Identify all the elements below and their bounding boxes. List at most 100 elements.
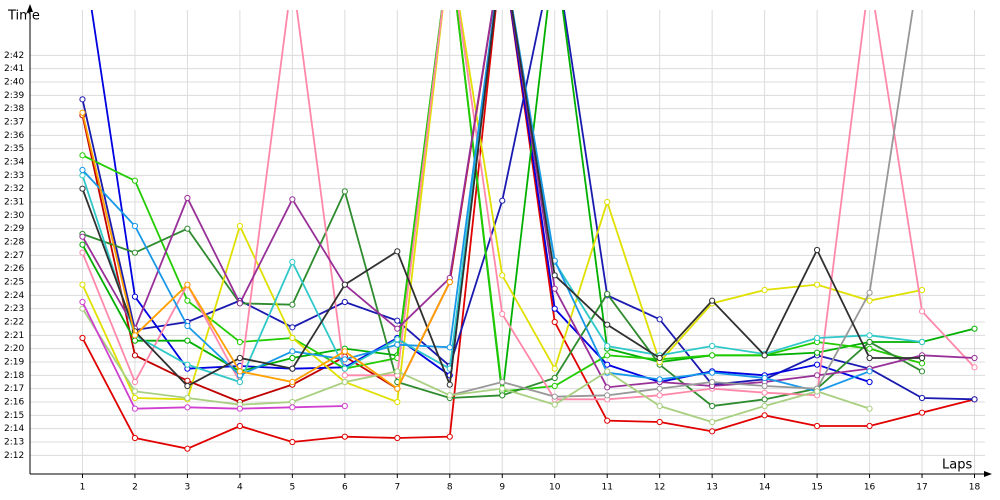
data-point (499, 392, 506, 399)
data-point (236, 422, 243, 430)
data-point (656, 354, 663, 362)
data-point (289, 438, 296, 446)
data-point (184, 394, 191, 402)
data-point (236, 222, 243, 230)
data-point (394, 385, 401, 392)
data-point (866, 405, 873, 412)
data-point (341, 348, 348, 355)
data-point (866, 378, 873, 386)
data-point (551, 365, 558, 372)
data-point (813, 372, 821, 379)
data-point (709, 378, 716, 386)
y-tick-label: 2:37 (4, 118, 24, 128)
y-tick-label: 2:38 (4, 104, 24, 114)
data-point (289, 365, 296, 372)
y-tick-label: 2:42 (4, 51, 24, 61)
x-tick-label: 14 (759, 483, 771, 493)
data-point (551, 393, 558, 400)
y-tick-label: 2:34 (4, 158, 24, 168)
y-tick-label: 2:12 (4, 451, 24, 461)
series-line (449, 10, 914, 398)
series-line (81, 10, 923, 384)
data-point (236, 405, 243, 412)
data-point (289, 301, 296, 308)
data-point (918, 394, 926, 402)
data-point (656, 392, 663, 399)
data-point (551, 374, 558, 382)
x-tick-label: 15 (811, 483, 822, 493)
data-point (184, 322, 191, 330)
y-tick-label: 2:39 (4, 91, 24, 101)
data-point (446, 278, 453, 286)
data-point (866, 422, 873, 430)
data-point (656, 402, 663, 410)
data-point (709, 402, 716, 410)
data-point (236, 378, 243, 386)
data-point (184, 382, 191, 390)
data-point (236, 368, 243, 375)
data-point (866, 368, 873, 375)
data-point (184, 404, 191, 411)
data-point (709, 369, 716, 376)
data-point (604, 368, 611, 375)
data-point (236, 338, 243, 346)
data-point (289, 404, 296, 411)
y-tick-label: 2:15 (4, 411, 24, 421)
data-point (709, 352, 716, 359)
data-point (971, 354, 978, 362)
y-tick-label: 2:13 (4, 438, 24, 448)
data-point (709, 418, 716, 426)
series-line (81, 308, 870, 423)
data-point (394, 434, 401, 442)
y-tick-label: 2:26 (4, 264, 24, 274)
y-tick-label: 2:19 (4, 358, 24, 368)
data-point (866, 345, 873, 352)
y-tick-label: 2:16 (4, 398, 24, 408)
x-tick-label: 18 (969, 483, 981, 493)
data-point (341, 365, 348, 372)
y-tick-label: 2:27 (4, 251, 24, 261)
y-tick-label: 2:14 (4, 424, 24, 434)
data-point (394, 398, 401, 406)
data-point (131, 293, 139, 300)
y-tick-label: 2:30 (4, 211, 24, 221)
data-point (341, 433, 348, 440)
data-point (761, 286, 768, 294)
data-point (131, 332, 139, 339)
data-point (79, 281, 86, 288)
data-point (184, 297, 191, 304)
series-line (81, 10, 870, 393)
y-tick-label: 2:24 (4, 291, 24, 301)
x-tick-label: 12 (654, 483, 665, 493)
data-point (761, 412, 768, 419)
x-axis-label: Laps (942, 458, 972, 473)
series-line (81, 10, 923, 388)
data-point (813, 422, 821, 430)
data-point (918, 308, 926, 315)
data-point (394, 325, 401, 332)
data-point (709, 342, 716, 350)
data-point (79, 185, 86, 192)
data-point (184, 445, 191, 452)
x-tick-label: 2 (132, 483, 138, 493)
data-point (866, 354, 873, 362)
y-tick-label: 2:23 (4, 304, 24, 314)
data-point (394, 341, 401, 348)
data-point (604, 361, 611, 368)
data-point (289, 354, 296, 362)
data-point (866, 289, 873, 296)
data-point (289, 334, 296, 342)
data-point (866, 297, 873, 304)
data-point (289, 258, 296, 266)
data-point (499, 385, 506, 392)
data-point (813, 281, 821, 288)
data-point (866, 332, 873, 339)
x-tick-label: 5 (289, 483, 295, 493)
data-point (131, 405, 139, 412)
data-point (341, 188, 348, 195)
data-point (184, 361, 191, 368)
y-tick-label: 2:21 (4, 331, 24, 341)
data-point (79, 249, 86, 256)
data-point (761, 402, 768, 410)
data-point (918, 368, 926, 375)
